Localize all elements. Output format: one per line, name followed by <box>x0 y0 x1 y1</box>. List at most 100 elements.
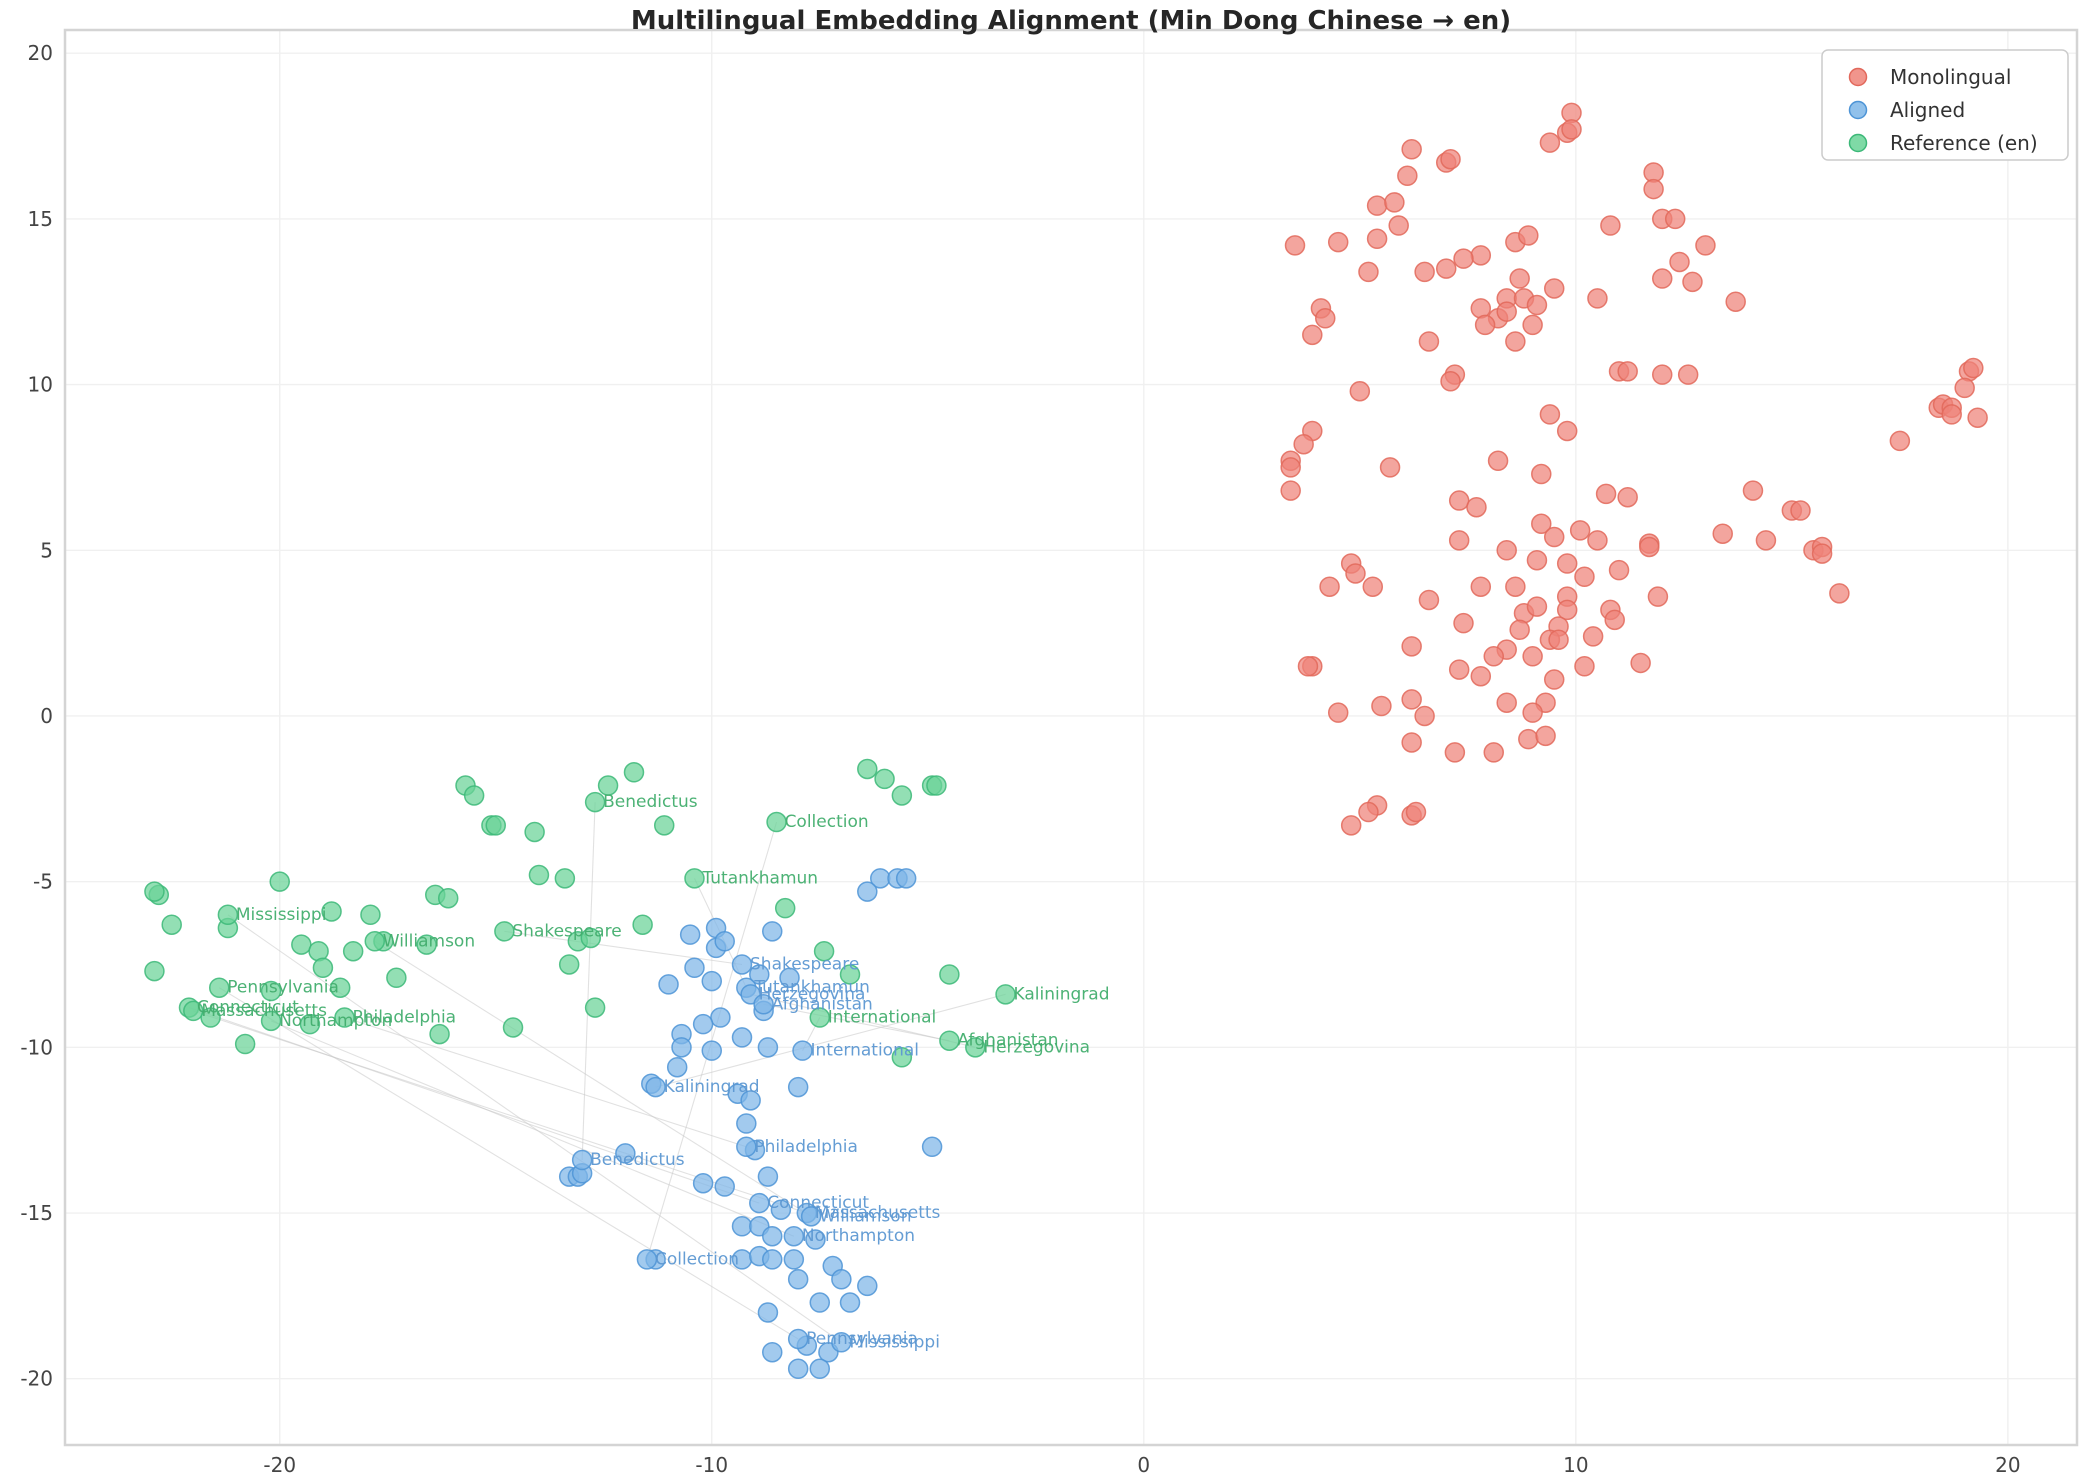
scatter-point-aligned <box>757 1302 779 1323</box>
scatter-point-aligned <box>800 1206 822 1227</box>
legend-label-reference: Reference (en) <box>1890 131 2038 155</box>
scatter-point-reference-en <box>299 1013 321 1035</box>
scatter-point-monolingual <box>1302 324 1323 346</box>
legend-label-monolingual: Monolingual <box>1890 65 2011 89</box>
scatter-point-reference-en <box>416 934 437 955</box>
scatter-point-monolingual <box>1587 530 1608 551</box>
scatter-point-monolingual <box>1505 576 1526 597</box>
scatter-point-monolingual <box>1967 407 1988 428</box>
scatter-point-aligned <box>679 924 701 945</box>
scatter-point-aligned <box>615 1143 636 1164</box>
y-tick-label: 5 <box>40 538 53 562</box>
scatter-point-aligned <box>792 1040 813 1061</box>
scatter-point-aligned <box>805 1229 826 1250</box>
scatter-point-monolingual <box>1297 656 1319 677</box>
scatter-point-monolingual <box>1358 801 1379 823</box>
alignment-line-northampton <box>270 1020 795 1237</box>
scatter-point-monolingual <box>1543 278 1565 299</box>
scatter-point-reference-en <box>360 904 381 926</box>
scatter-point-reference-en <box>939 964 960 985</box>
scatter-point-aligned <box>753 994 774 1015</box>
scatter-point-monolingual <box>1366 195 1388 216</box>
point-label-connecticut: Connecticut <box>767 1193 869 1213</box>
scatter-point-reference-en <box>321 901 342 922</box>
scatter-point-aligned <box>749 964 770 985</box>
scatter-point-monolingual <box>1889 430 1911 452</box>
scatter-point-aligned <box>809 1358 831 1380</box>
scatter-point-reference-en <box>329 977 351 998</box>
scatter-point-monolingual <box>1941 404 1962 425</box>
scatter-point-reference-en <box>965 1037 986 1058</box>
scatter-point-aligned <box>857 1275 878 1297</box>
scatter-point-aligned <box>761 1341 783 1363</box>
scatter-point-reference-en <box>554 868 576 889</box>
scatter-point-aligned <box>783 1249 805 1270</box>
scatter-point-reference-en <box>939 1030 960 1051</box>
scatter-point-aligned <box>839 1292 861 1313</box>
scatter-point-monolingual <box>1582 626 1604 647</box>
grid-layer <box>65 30 2077 1445</box>
scatter-point-monolingual <box>1470 245 1492 266</box>
scatter-point-reference-en <box>839 964 861 985</box>
scatter-point-aligned <box>770 1199 792 1220</box>
scatter-point-monolingual <box>1630 652 1651 674</box>
alignment-line-herzegovina <box>750 993 976 1048</box>
scatter-point-aligned <box>701 970 723 992</box>
point-label-kaliningrad: Kaliningrad <box>1014 984 1110 1004</box>
scatter-point-monolingual <box>1340 815 1362 836</box>
scatter-point-monolingual <box>1669 251 1690 273</box>
scatter-point-reference-en <box>312 957 334 979</box>
scatter-point-monolingual <box>1543 669 1565 690</box>
scatter-point-reference-en <box>653 815 675 836</box>
scatter-point-reference-en <box>183 1000 204 1022</box>
scatter-point-aligned <box>740 1090 761 1111</box>
scatter-point-aligned <box>757 1166 779 1187</box>
scatter-point-monolingual <box>1574 656 1595 677</box>
scatter-point-monolingual <box>1556 599 1578 621</box>
scatter-point-monolingual <box>1496 692 1517 713</box>
scatter-point-monolingual <box>1526 596 1548 617</box>
scatter-point-monolingual <box>1963 357 1984 379</box>
scatter-point-reference-en <box>437 887 459 909</box>
scatter-point-monolingual <box>1608 559 1630 581</box>
scatter-point-reference-en <box>891 1047 913 1068</box>
scatter-point-monolingual <box>1556 553 1578 574</box>
scatter-point-reference-en <box>891 785 913 806</box>
scatter-point-reference-en <box>597 775 619 796</box>
scatter-point-monolingual <box>1535 725 1556 747</box>
y-tick-label: -10 <box>20 1035 53 1059</box>
scatter-point-aligned <box>787 1358 809 1380</box>
axis-ticks-layer: -20 -10 0 10 20 20 15 10 5 0 -5 -10 -15 -20 <box>20 41 2020 1477</box>
scatter-point-monolingual <box>1418 589 1440 611</box>
scatter-point-aligned <box>761 1249 783 1270</box>
legend-label-aligned: Aligned <box>1890 98 1965 122</box>
scatter-point-monolingual <box>1483 742 1504 763</box>
scatter-point-monolingual <box>1574 566 1595 588</box>
scatter-point-monolingual <box>1548 629 1569 650</box>
alignment-lines-layer <box>188 802 1006 1343</box>
scatter-point-monolingual <box>1600 215 1621 236</box>
scatter-point-aligned <box>692 1013 714 1035</box>
point-label-shakespeare: Shakespeare <box>512 921 621 941</box>
scatter-point-aligned <box>645 1076 666 1098</box>
scatter-point-aligned <box>714 1176 735 1197</box>
scatter-point-reference-en <box>161 914 182 935</box>
alignment-line-benedictus <box>581 802 596 1161</box>
scatter-point-monolingual <box>1617 486 1638 508</box>
scatter-point-reference-en <box>364 931 386 952</box>
scatter-point-aligned <box>736 1136 757 1158</box>
scatter-point-aligned <box>921 1136 943 1158</box>
scatter-point-reference-en <box>684 868 705 889</box>
scatter-point-monolingual <box>1358 261 1379 283</box>
scatter-point-reference-en <box>524 821 545 843</box>
legend-marker-reference <box>1848 133 1868 153</box>
scatter-point-monolingual <box>1509 268 1530 289</box>
plot-border <box>63 28 2079 1447</box>
scatter-point-reference-en <box>386 967 407 989</box>
y-tick-label: -20 <box>20 1367 53 1391</box>
scatter-point-monolingual <box>1505 331 1526 352</box>
scatter-point-aligned <box>701 1040 723 1061</box>
scatter-point-monolingual <box>1280 457 1301 478</box>
point-label-international: International <box>828 1008 937 1028</box>
scatter-point-monolingual <box>1440 371 1461 392</box>
